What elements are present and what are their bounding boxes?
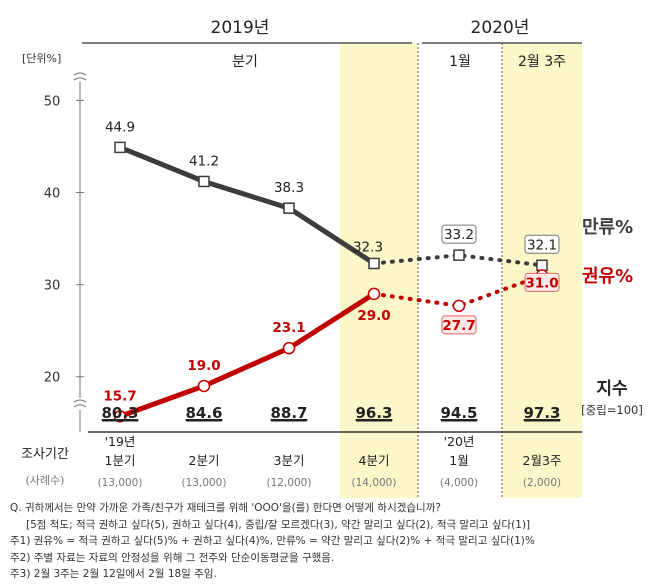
data-label: 15.7	[103, 388, 136, 404]
survey-period-name: 1월	[449, 453, 468, 468]
footnotes: Q. 귀하께서는 만약 가까운 가족/친구가 재테크를 위해 'OOO'을(를)…	[10, 500, 655, 583]
year-2020-label: 2020년	[471, 18, 530, 38]
data-label-box	[441, 224, 477, 244]
survey-sample-size: (13,000)	[182, 477, 227, 489]
data-label: 33.2	[444, 227, 474, 243]
survey-period-year: '20년	[444, 434, 475, 449]
point-marker	[113, 410, 127, 423]
year-2019-label: 2019년	[211, 18, 270, 38]
point-marker	[197, 379, 211, 393]
data-label: 31.0	[525, 275, 558, 291]
highlight-band-q4	[340, 43, 418, 498]
series-line-dotted-1	[372, 273, 544, 308]
survey-period-name: 2분기	[189, 453, 220, 468]
sample-size-label: (사례수)	[26, 474, 65, 487]
series-label-dissuade: 만류%	[582, 217, 633, 238]
footnote-2: 주2) 주별 자료는 자료의 안정성을 위해 그 전주와 단순이동평균을 구했음…	[10, 551, 335, 564]
index-value: 84.6	[185, 404, 222, 422]
footnote-3: 주3) 2월 3주는 2월 12일에서 2월 18일 주임.	[10, 568, 217, 580]
y-tick-label: 30	[44, 279, 61, 294]
index-value: 96.3	[355, 404, 392, 422]
index-value: 94.5	[440, 404, 477, 422]
axis-break-top	[73, 72, 87, 81]
survey-sample-size: (12,000)	[267, 477, 312, 489]
data-label-box	[441, 315, 477, 335]
data-label: 32.1	[527, 237, 557, 253]
data-label: 19.0	[187, 358, 220, 374]
footnote-1: 주1) 권유% = 적극 권하고 싶다(5)% + 권하고 싶다(4)%, 만류…	[10, 535, 535, 547]
point-marker	[536, 259, 548, 272]
series-label-recommend: 권유%	[582, 266, 633, 287]
index-title: 지수	[596, 379, 628, 399]
point-marker	[367, 287, 381, 301]
point-marker	[452, 299, 466, 313]
axis-break-bottom	[73, 399, 87, 408]
index-subtitle: [중립=100]	[581, 403, 643, 417]
footnote-scale: [5점 척도; 적극 권하고 싶다(5), 권하고 싶다(4), 중립/잘 모르…	[26, 518, 531, 531]
y-tick-label: 20	[44, 371, 61, 386]
series-line-0	[119, 145, 376, 266]
survey-period-name: 1분기	[105, 453, 136, 468]
data-label-box	[524, 234, 560, 254]
series-line-dotted-0	[372, 253, 544, 268]
series-line-1	[119, 291, 376, 419]
survey-period-name: 4분기	[359, 453, 390, 468]
point-marker	[198, 175, 210, 188]
survey-sample-size: (13,000)	[98, 477, 143, 489]
footnote-question: Q. 귀하께서는 만약 가까운 가족/친구가 재테크를 위해 'OOO'을(를)…	[10, 502, 441, 514]
unit-label: [단위%]	[22, 52, 61, 65]
data-label: 32.3	[353, 239, 383, 255]
data-label: 29.0	[357, 308, 390, 324]
point-marker	[368, 257, 380, 270]
group-jan-label: 1월	[449, 54, 471, 70]
point-marker	[453, 249, 465, 261]
index-value: 80.3	[101, 404, 138, 422]
survey-period-year: '19년	[105, 434, 136, 449]
index-value: 97.3	[523, 404, 560, 422]
survey-period-label: 조사기간	[21, 447, 69, 462]
y-tick-label: 40	[44, 187, 61, 202]
survey-period-name: 3분기	[274, 453, 305, 468]
line-chart: 2019년 2020년 분기 1월 2월 3주 [단위%] 20 30 40 50 4…	[21, 18, 643, 498]
data-label: 41.2	[189, 153, 219, 169]
point-marker	[114, 141, 126, 154]
y-tick-label: 50	[44, 94, 61, 109]
data-label-box	[524, 272, 560, 292]
index-value: 88.7	[270, 404, 307, 422]
group-feb-label: 2월 3주	[518, 54, 566, 70]
data-label: 23.1	[272, 320, 305, 336]
survey-sample-size: (2,000)	[523, 477, 561, 489]
y-axis: 20 30 40 50	[44, 72, 87, 432]
point-marker	[283, 202, 295, 214]
survey-period-name: 2월3주	[523, 453, 562, 468]
data-label: 27.7	[442, 318, 475, 334]
data-label: 44.9	[105, 119, 135, 135]
survey-sample-size: (4,000)	[440, 477, 478, 489]
point-marker	[282, 341, 296, 355]
survey-sample-size: (14,000)	[352, 477, 397, 489]
data-label: 38.3	[274, 180, 304, 196]
group-quarter-label: 분기	[232, 54, 258, 70]
